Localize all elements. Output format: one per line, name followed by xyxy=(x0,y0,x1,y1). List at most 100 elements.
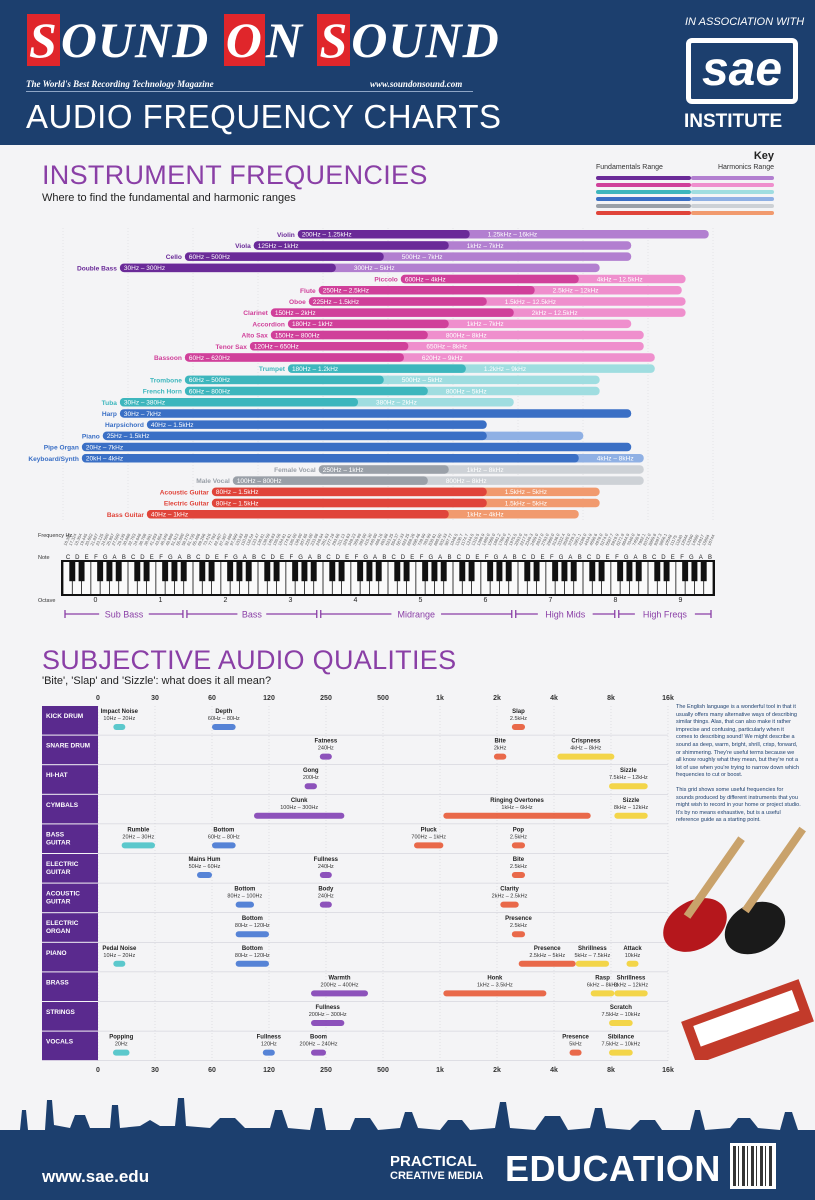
frequency-tick-label: 1174.7 xyxy=(460,532,470,546)
frequency-tick-label: 1396.9 xyxy=(476,532,486,546)
frequency-tick-label: 23.125 xyxy=(95,532,105,546)
octave-label: 0 xyxy=(94,597,98,604)
frequency-tick-label: 4698.6 xyxy=(588,532,598,546)
row-header xyxy=(42,1002,98,1031)
quality-name: Presence xyxy=(534,946,561,952)
note-label: E xyxy=(410,555,414,561)
quality-range: 7.5kHz – 12kHz xyxy=(609,775,648,781)
row-header xyxy=(42,765,98,794)
white-key xyxy=(341,562,351,594)
note-label: G xyxy=(103,555,108,561)
frequency-tick-label: 185.00 xyxy=(288,532,298,546)
frequency-tick-label: 349.23 xyxy=(347,532,357,546)
frequency-tick-label: 164.81 xyxy=(277,532,287,546)
white-key xyxy=(694,562,704,594)
quality-range: 20Hz – 30Hz xyxy=(122,834,154,840)
black-key xyxy=(459,562,466,582)
note-label: A xyxy=(373,555,377,561)
white-key xyxy=(221,562,230,594)
note-label: B xyxy=(187,555,191,561)
city-skyline-icon xyxy=(0,1098,815,1200)
qr-code-icon[interactable] xyxy=(730,1143,776,1189)
black-key xyxy=(78,562,85,582)
white-key xyxy=(184,562,193,594)
fundamentals-label: 80Hz – 1.5kHz xyxy=(216,489,259,496)
black-key xyxy=(292,562,299,582)
frequency-tick-label: 6644.9 xyxy=(621,532,631,546)
frequency-tick-label: 87.307 xyxy=(218,532,228,546)
key-fund-swatch xyxy=(596,176,691,180)
quality-name: Bottom xyxy=(213,827,234,833)
frequency-tick-label: 123.47 xyxy=(250,532,260,546)
quality-name: Shrillness xyxy=(617,975,646,981)
harmonics-label: 4kHz – 12.5kHz xyxy=(597,276,643,283)
black-key xyxy=(69,562,76,582)
frequency-tick-label: 2793.0 xyxy=(540,532,550,546)
sound-on-sound-logo: SOUND ON SOUND xyxy=(27,12,500,68)
note-label: B xyxy=(447,555,451,561)
x-tick-label: 60 xyxy=(208,1067,216,1074)
practical-label: PRACTICAL xyxy=(390,1153,477,1170)
frequency-tick-label: 4434.9 xyxy=(583,532,593,546)
frequency-tick-label: 41.203 xyxy=(148,532,158,546)
white-key xyxy=(314,562,323,594)
footer xyxy=(0,1090,815,1200)
row-header-label: GUITAR xyxy=(46,839,71,846)
quality-range: 200Hz – 300Hz xyxy=(309,1012,347,1018)
frequency-tick-label: 25.957 xyxy=(105,532,115,546)
note-label: B xyxy=(578,555,582,561)
x-tick-label: 120 xyxy=(263,695,275,702)
key-harm-swatch xyxy=(691,183,774,187)
quality-bar xyxy=(590,990,615,997)
note-label: G xyxy=(168,555,173,561)
fundamentals-bar xyxy=(211,487,487,497)
instrument-label: Female Vocal xyxy=(274,467,316,474)
note-label: B xyxy=(317,555,321,561)
harmonics-label: 4kHz – 8kHz xyxy=(597,456,634,463)
frequency-tick-label: 2489.0 xyxy=(529,532,539,546)
fundamentals-bar xyxy=(146,510,449,519)
row-header xyxy=(42,854,98,883)
note-label: F xyxy=(420,555,424,561)
instrument-label: Double Bass xyxy=(77,265,117,272)
white-key xyxy=(304,562,314,594)
frequency-tick-label: 293.66 xyxy=(331,532,341,546)
subjective-qualities-chart: 0 0 30 30 60 60 120 120 250 250 500 500 1k 1k 2k 2k 4k 4k… xyxy=(42,695,674,1074)
sae-url-link[interactable]: www.sae.edu xyxy=(42,1167,150,1186)
quality-name: Presence xyxy=(562,1035,589,1041)
x-tick-label: 2k xyxy=(493,1067,501,1074)
frequency-tick-label: 311.13 xyxy=(336,532,346,546)
black-guitar-icon xyxy=(724,826,806,955)
white-key xyxy=(397,562,407,594)
quality-range: 80Hz – 120Hz xyxy=(235,953,270,959)
quality-range: 80Hz – 120Hz xyxy=(235,923,270,929)
note-label: C xyxy=(391,555,396,561)
frequency-tick-label: 116.54 xyxy=(245,532,255,546)
row-header-label: BRASS xyxy=(46,979,69,986)
key-fund-swatch xyxy=(596,190,691,194)
note-label: C xyxy=(457,555,462,561)
instrument-label: Bass Guitar xyxy=(107,512,144,519)
x-tick-label: 30 xyxy=(151,1067,159,1074)
frequency-tick-label: 61.735 xyxy=(186,532,196,546)
white-key xyxy=(704,562,713,594)
white-key xyxy=(499,562,509,594)
frequency-tick-label: 21.827 xyxy=(89,532,99,546)
frequency-tick-label: 73.416 xyxy=(202,532,212,546)
website-link[interactable]: www.soundonsound.com xyxy=(370,79,463,89)
black-key xyxy=(236,562,243,582)
quality-bar xyxy=(414,842,444,849)
row-header-label: STRINGS xyxy=(46,1009,76,1016)
fundamentals-label: 20kH – 4kHz xyxy=(86,456,123,463)
note-label: A xyxy=(503,555,507,561)
quality-name: Popping xyxy=(109,1035,133,1041)
frequency-tick-label: 18.354 xyxy=(73,532,83,546)
harmonics-label: 2.5kHz – 12kHz xyxy=(553,288,599,295)
quality-bar xyxy=(443,812,591,819)
logo-divider xyxy=(26,91,473,92)
quality-bar xyxy=(311,990,369,997)
quality-bar xyxy=(614,812,648,819)
frequency-tick-label: 29.135 xyxy=(116,532,126,546)
white-key xyxy=(527,562,537,594)
row-header xyxy=(42,913,98,942)
